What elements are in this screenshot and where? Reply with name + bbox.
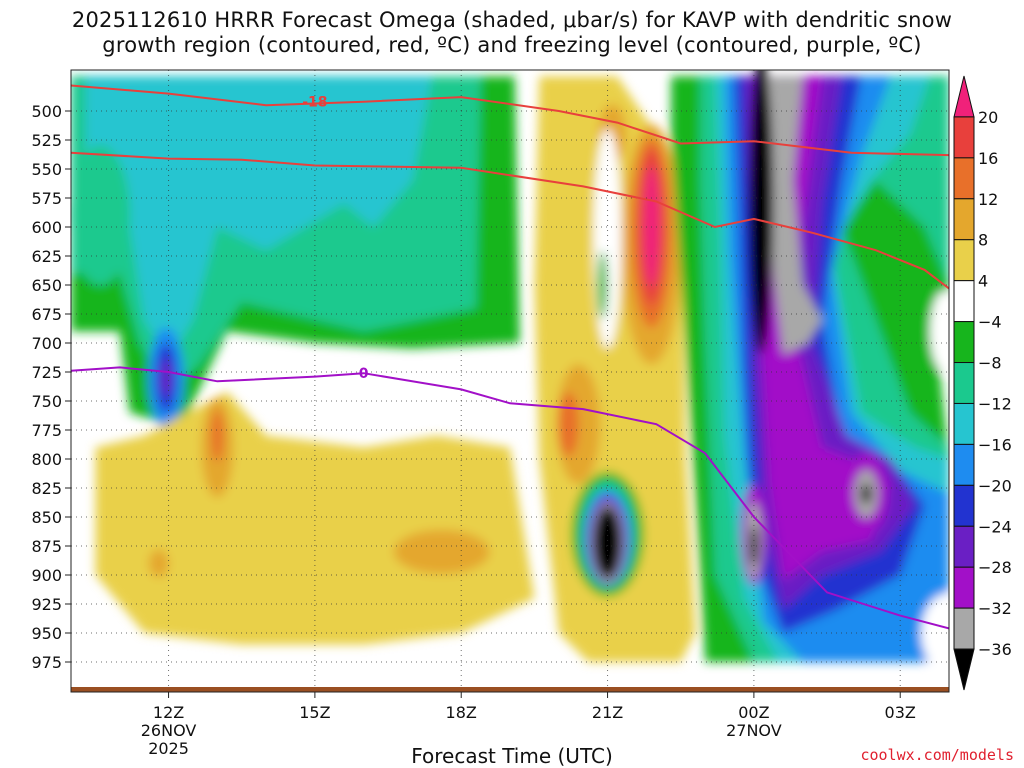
temperature-contours: -18 0 <box>71 84 949 630</box>
colorbar-label: 8 <box>978 231 988 250</box>
grid-lines <box>71 70 949 692</box>
colorbar-swatch <box>953 566 975 609</box>
colorbar-label: 12 <box>978 190 998 209</box>
contour-label: 0 <box>359 366 369 382</box>
omega-cell-black-right <box>861 483 872 504</box>
omega-cell-orange-2 <box>558 392 579 457</box>
colorbar-swatch <box>953 484 975 527</box>
colorbar-label: 20 <box>978 108 998 127</box>
y-tick-label: 525 <box>31 131 62 150</box>
colorbar-swatch <box>953 525 975 568</box>
omega-gap-white-southeast <box>921 593 949 673</box>
omega-cell-orange-1 <box>211 409 224 462</box>
omega-gap-white-east <box>930 291 949 372</box>
x-tick-date: 27NOV <box>726 721 782 740</box>
y-tick-label: 800 <box>31 450 62 469</box>
chart-title-line1: 2025112610 HRRR Forecast Omega (shaded, … <box>71 8 953 32</box>
y-tick-label: 875 <box>31 537 62 556</box>
omega-cell-green-small <box>597 251 608 319</box>
colorbar-label: 16 <box>978 149 998 168</box>
colorbar-label: 4 <box>978 272 988 291</box>
colorbar-label: −24 <box>978 517 1012 536</box>
plot-frame <box>70 69 950 693</box>
y-tick-label: 625 <box>31 247 62 266</box>
y-tick-label: 825 <box>31 479 62 498</box>
omega-col-black <box>593 506 622 579</box>
x-tick-label: 15Z <box>299 703 330 722</box>
y-tick-label: 925 <box>31 595 62 614</box>
colorbar-swatch <box>953 239 975 282</box>
colorbar-label: −28 <box>978 558 1012 577</box>
y-tick-label: 850 <box>31 508 62 527</box>
colorbar-label: −32 <box>978 599 1012 618</box>
y-tick-label: 775 <box>31 421 62 440</box>
y-tick-label: 550 <box>31 160 62 179</box>
omega-cell-violet <box>161 359 172 396</box>
colorbar-swatch <box>953 157 975 200</box>
colorbar-swatch <box>953 362 975 404</box>
colorbar-cap-bottom <box>953 648 975 691</box>
contour-label: -18 <box>302 95 327 111</box>
omega-region-teal-edge <box>71 145 131 286</box>
x-axis-title: Forecast Time (UTC) <box>411 744 613 768</box>
colorbar-swatch <box>953 321 975 364</box>
y-tick-label: 950 <box>31 624 62 643</box>
y-tick-label: 675 <box>31 305 62 324</box>
colorbar-swatch <box>953 116 975 159</box>
plot-area: -18 0 500 525 550 575 600 625 650 675 700 725 750 77… <box>31 69 950 758</box>
y-tick-label: 700 <box>31 334 62 353</box>
credit-text: coolwx.com/models <box>860 746 1014 764</box>
chart-title-line2: growth region (contoured, red, ºC) and f… <box>102 33 922 57</box>
colorbar-label: −12 <box>978 394 1012 413</box>
omega-region-cyan-west <box>85 76 432 361</box>
x-tick-year: 2025 <box>148 739 189 758</box>
colorbar-swatch <box>953 198 975 241</box>
y-tick-label: 650 <box>31 276 62 295</box>
y-tick-label: 600 <box>31 218 62 237</box>
y-tick-label: 975 <box>31 653 62 672</box>
colorbar-swatch <box>953 443 975 486</box>
omega-cell-lightorange-2 <box>393 529 490 574</box>
contour-line <box>71 366 949 630</box>
colorbar-swatch <box>953 280 975 323</box>
colorbar-label: −4 <box>978 313 1002 332</box>
colorbar-label: −20 <box>978 476 1012 495</box>
y-tick-label: 900 <box>31 566 62 585</box>
x-tick-date: 26NOV <box>141 721 197 740</box>
colorbar-cap-top <box>953 75 975 118</box>
terrain-band <box>71 687 949 692</box>
y-tick-label: 575 <box>31 189 62 208</box>
omega-cell-lightorange-3 <box>148 549 169 578</box>
colorbar-label: −8 <box>978 354 1002 373</box>
colorbar-label: −36 <box>978 640 1012 659</box>
x-tick-label: 03Z <box>885 703 916 722</box>
omega-region-gray-upper <box>763 76 823 355</box>
y-axis: 500 525 550 575 600 625 650 675 700 725 750 775 800 8… <box>31 102 71 672</box>
y-tick-label: 750 <box>31 392 62 411</box>
omega-shading <box>71 70 949 673</box>
contour-line <box>71 84 949 157</box>
y-tick-label: 725 <box>31 363 62 382</box>
colorbar-swatch <box>953 607 975 650</box>
x-tick-label: 21Z <box>592 703 623 722</box>
colorbar: 20 16 12 8 4 −4 −8 −12 −16 −20 −24 −28 −32 −36 <box>953 75 1012 691</box>
omega-core-black-upper <box>749 70 774 354</box>
x-tick-label: 00Z <box>738 703 769 722</box>
x-tick-label: 12Z <box>153 703 184 722</box>
y-tick-label: 500 <box>31 102 62 121</box>
x-tick-label: 18Z <box>446 703 477 722</box>
colorbar-label: −16 <box>978 435 1012 454</box>
contour-line <box>71 151 949 290</box>
colorbar-swatch <box>953 402 975 445</box>
